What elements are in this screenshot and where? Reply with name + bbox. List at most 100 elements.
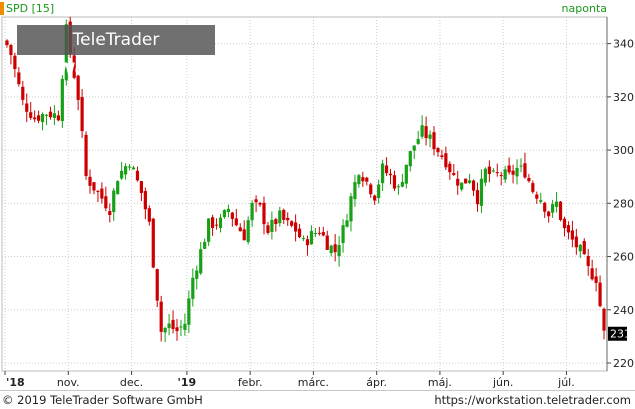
x-tick-label: '19	[178, 376, 197, 389]
candle-body	[262, 202, 266, 225]
candle-body	[195, 270, 199, 279]
footer: © 2019 TeleTrader Software GmbH https://…	[0, 390, 635, 409]
candle-body	[163, 328, 167, 333]
candle-body	[594, 276, 598, 283]
candle-body	[278, 210, 282, 224]
candle-body	[535, 194, 539, 199]
interval-label[interactable]: naponta	[561, 2, 607, 15]
x-tick-label: máj.	[428, 376, 452, 389]
last-price-badge	[608, 326, 627, 341]
brand-watermark: TeleTrader WorkStation	[17, 25, 215, 80]
candle-body	[424, 126, 428, 139]
candle-body	[17, 72, 21, 85]
y-tick-label: 220	[613, 357, 634, 370]
candle-body	[543, 202, 547, 212]
candle-body	[72, 55, 76, 78]
candle-body	[179, 326, 183, 328]
candle-body	[547, 211, 551, 217]
candle-body	[5, 40, 9, 46]
last-price-label: 231	[610, 328, 631, 341]
candle-body	[33, 117, 37, 120]
candle-body	[404, 164, 408, 184]
candle-body	[191, 277, 195, 299]
candle-body	[104, 196, 108, 209]
candle-body	[120, 170, 124, 179]
candle-body	[112, 190, 116, 213]
candle-layer	[5, 16, 606, 343]
candle-body	[214, 224, 219, 226]
candle-body	[147, 208, 151, 222]
candle-body	[222, 210, 227, 218]
y-tick-label: 300	[613, 144, 634, 157]
candle-body	[48, 111, 53, 118]
candle-body	[254, 199, 258, 203]
candle-body	[84, 134, 88, 176]
candle-body	[353, 182, 357, 200]
copyright-text: © 2019 TeleTrader Software GmbH	[2, 393, 203, 407]
y-tick-label: 340	[613, 38, 634, 51]
x-tick-label: márc.	[298, 376, 329, 389]
candle-body	[246, 220, 250, 242]
candle-body	[586, 255, 590, 267]
candle-body	[361, 177, 365, 182]
candle-body	[207, 218, 211, 242]
x-tick-label: jún.	[492, 376, 514, 389]
candle-body	[13, 55, 17, 70]
candle-body	[523, 163, 527, 178]
candle-body	[519, 165, 523, 167]
candle-body	[305, 239, 310, 246]
candle-body	[52, 113, 57, 118]
candle-body	[88, 176, 92, 186]
candle-body	[511, 170, 515, 175]
candle-body	[440, 155, 444, 158]
candle-body	[25, 103, 29, 112]
y-tick-label: 260	[613, 251, 634, 264]
candle-body	[483, 168, 488, 183]
price-chart[interactable]: 220 240 260 280 300 320 340 '18 nov. dec. '19 febr.…	[0, 0, 635, 390]
candle-body	[566, 225, 571, 233]
candle-body	[554, 201, 559, 207]
candle-body	[349, 196, 353, 222]
candle-body	[515, 167, 519, 177]
candle-body	[582, 240, 586, 255]
axis-layer: 220 240 260 280 300 320 340 '18 nov. dec. '19 febr.…	[4, 17, 634, 389]
candle-body	[294, 222, 298, 232]
candle-body	[116, 181, 120, 195]
candle-body	[175, 327, 179, 332]
candle-body	[199, 249, 203, 274]
x-tick-label: dec.	[120, 376, 143, 389]
x-tick-label: júl.	[557, 376, 575, 389]
candle-body	[444, 153, 448, 168]
candle-body	[412, 145, 416, 151]
candle-body	[539, 200, 543, 202]
candle-body	[598, 282, 602, 307]
candle-body	[503, 169, 507, 180]
candle-body	[345, 220, 349, 227]
x-tick-label: nov.	[57, 376, 80, 389]
candle-body	[491, 170, 495, 172]
candle-body	[258, 202, 262, 205]
grid-layer	[1, 16, 608, 372]
candle-body	[286, 217, 290, 221]
candle-body	[562, 218, 567, 229]
candle-body	[238, 227, 242, 232]
candle-body	[282, 209, 286, 220]
candle-body	[551, 204, 555, 213]
x-tick-label: febr.	[238, 376, 263, 389]
candle-body	[171, 319, 175, 329]
candle-body	[527, 177, 531, 182]
candle-body	[400, 181, 404, 187]
candle-body	[159, 301, 163, 332]
candle-body	[203, 241, 207, 249]
candle-body	[151, 218, 155, 268]
candle-body	[531, 183, 535, 192]
candle-body	[428, 134, 432, 139]
candle-body	[80, 97, 84, 132]
candle-body	[290, 221, 294, 226]
y-tick-label: 240	[613, 304, 634, 317]
candle-body	[155, 269, 159, 301]
source-url[interactable]: https://workstation.teletrader.com	[434, 393, 631, 407]
candle-body	[250, 202, 254, 221]
candle-body	[317, 232, 321, 234]
candle-body	[487, 166, 491, 174]
